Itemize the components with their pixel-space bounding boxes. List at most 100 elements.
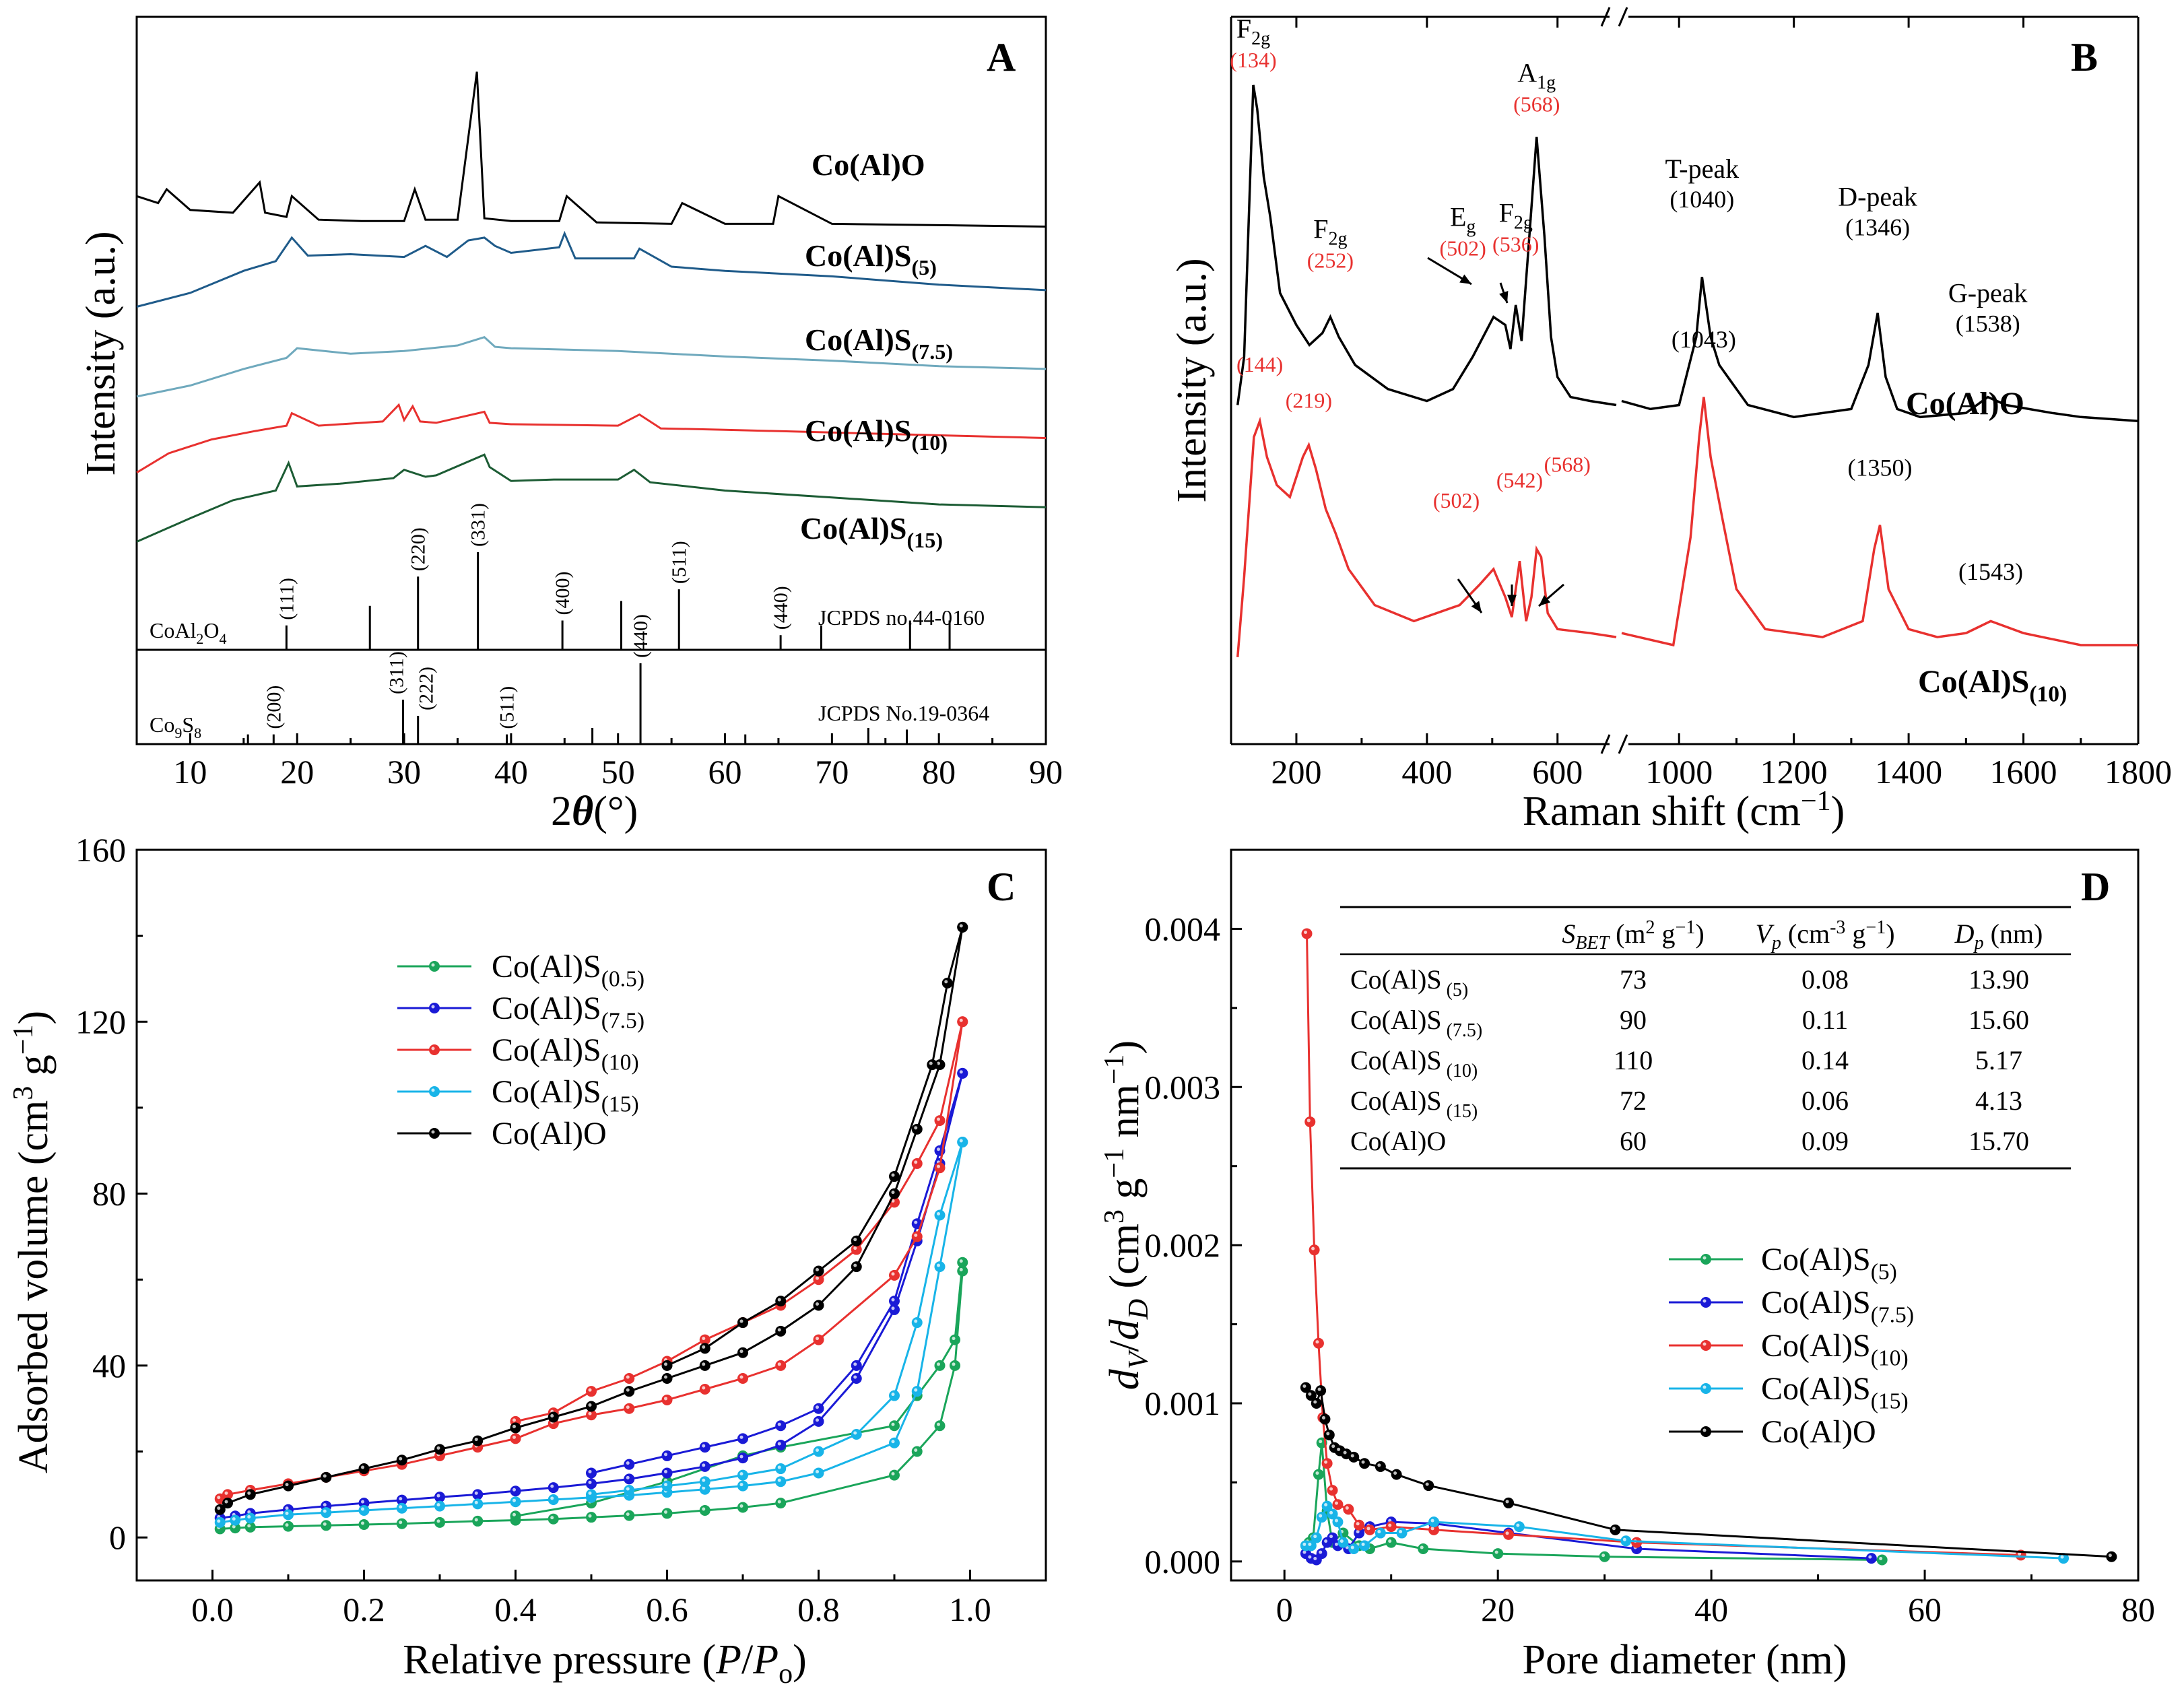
data-point-highlight bbox=[1302, 1542, 1306, 1546]
data-point-highlight bbox=[937, 1362, 940, 1366]
data-point-highlight bbox=[1343, 1450, 1347, 1455]
data-point-highlight bbox=[1622, 1537, 1626, 1541]
data-point-highlight bbox=[959, 1139, 963, 1143]
reference-phase-label: Co9S8 bbox=[150, 712, 201, 741]
panel-letter: C bbox=[987, 865, 1016, 909]
arrow-head bbox=[1507, 595, 1517, 606]
data-point bbox=[1700, 1340, 1711, 1351]
data-point bbox=[1364, 1524, 1376, 1535]
data-point bbox=[699, 1442, 710, 1453]
peak-value-label: (219) bbox=[1286, 388, 1332, 412]
data-point-highlight bbox=[1329, 1510, 1333, 1514]
data-point bbox=[775, 1325, 787, 1337]
data-point-highlight bbox=[891, 1272, 895, 1276]
data-point-highlight bbox=[232, 1525, 236, 1529]
data-point bbox=[889, 1296, 900, 1307]
data-point-highlight bbox=[1331, 1444, 1335, 1448]
hkl-label: (511) bbox=[668, 541, 690, 584]
data-point-highlight bbox=[323, 1522, 327, 1526]
data-point bbox=[283, 1521, 294, 1532]
data-point bbox=[548, 1513, 559, 1525]
data-point-highlight bbox=[664, 1375, 667, 1379]
x-tick-label: 1.0 bbox=[949, 1591, 991, 1628]
data-point-highlight bbox=[1350, 1545, 1354, 1549]
data-point bbox=[1620, 1535, 1632, 1547]
data-point-highlight bbox=[474, 1518, 478, 1522]
data-point-highlight bbox=[361, 1500, 364, 1504]
data-point-highlight bbox=[512, 1512, 516, 1516]
data-point-highlight bbox=[512, 1424, 516, 1428]
data-point-highlight bbox=[929, 1061, 933, 1065]
data-point bbox=[699, 1461, 710, 1472]
data-point bbox=[396, 1502, 407, 1514]
data-point bbox=[1321, 1458, 1333, 1469]
data-point bbox=[358, 1504, 370, 1516]
data-point bbox=[429, 1086, 440, 1097]
data-point bbox=[510, 1510, 521, 1522]
data-point-highlight bbox=[1313, 1556, 1317, 1560]
data-point-highlight bbox=[323, 1509, 327, 1513]
data-point-highlight bbox=[474, 1500, 478, 1504]
series-line bbox=[1621, 277, 2139, 422]
data-point-highlight bbox=[853, 1362, 857, 1366]
data-point-highlight bbox=[1306, 1118, 1311, 1123]
data-point bbox=[889, 1437, 900, 1448]
data-point bbox=[1700, 1254, 1711, 1265]
data-point bbox=[699, 1476, 710, 1488]
y-tick-label: 160 bbox=[75, 831, 126, 869]
data-point-highlight bbox=[702, 1386, 706, 1390]
data-point bbox=[1375, 1461, 1386, 1472]
data-point-highlight bbox=[853, 1246, 857, 1250]
table-cell: 0.06 bbox=[1801, 1086, 1849, 1116]
data-point bbox=[775, 1420, 787, 1432]
data-point-highlight bbox=[1505, 1500, 1509, 1504]
x-tick-label: 0.2 bbox=[343, 1591, 385, 1628]
data-point-highlight bbox=[626, 1512, 630, 1516]
x-tick-label: 10 bbox=[173, 753, 207, 791]
x-tick-label: 1000 bbox=[1645, 753, 1713, 791]
data-point-highlight bbox=[914, 1448, 918, 1452]
data-point-highlight bbox=[1612, 1527, 1616, 1531]
data-point bbox=[510, 1496, 521, 1508]
data-point-highlight bbox=[588, 1514, 592, 1518]
data-point bbox=[813, 1300, 824, 1311]
data-point bbox=[1313, 1469, 1324, 1480]
data-point-highlight bbox=[474, 1438, 478, 1442]
data-point bbox=[699, 1383, 710, 1395]
peak-value-label: (536) bbox=[1492, 232, 1539, 257]
data-point bbox=[957, 1257, 968, 1268]
x-tick-label: 60 bbox=[1908, 1591, 1942, 1628]
x-tick-label: 50 bbox=[601, 753, 635, 791]
desorption-line bbox=[666, 927, 964, 1367]
data-point-highlight bbox=[1516, 1523, 1520, 1527]
table-header: Dp (nm) bbox=[1954, 919, 2043, 954]
table-row-label: Co(Al)S (15) bbox=[1350, 1086, 1478, 1122]
data-point bbox=[775, 1296, 787, 1307]
data-point bbox=[934, 1162, 946, 1174]
plot-frame bbox=[135, 15, 1047, 745]
data-point-highlight bbox=[702, 1337, 706, 1341]
panel-c: 0.0 0.2 0.4 0.6 0.8 1.0 0 40 80 120 160 Co(Al)S(0.5… bbox=[8, 831, 1047, 1690]
data-point bbox=[586, 1489, 597, 1500]
data-point bbox=[851, 1261, 862, 1273]
data-point bbox=[1359, 1458, 1370, 1469]
data-point bbox=[813, 1334, 824, 1345]
data-point-highlight bbox=[436, 1494, 440, 1498]
data-point bbox=[1876, 1554, 1888, 1566]
data-point bbox=[1700, 1297, 1711, 1308]
legend-label: Co(Al)S(15) bbox=[1761, 1371, 1909, 1413]
data-point bbox=[889, 1420, 900, 1432]
data-point bbox=[358, 1463, 370, 1475]
data-point bbox=[813, 1265, 824, 1277]
data-point bbox=[737, 1373, 748, 1384]
data-point-highlight bbox=[739, 1375, 743, 1379]
data-point bbox=[957, 1137, 968, 1147]
data-point bbox=[586, 1401, 597, 1412]
data-point-highlight bbox=[702, 1507, 706, 1511]
table-row-label: Co(Al)O bbox=[1350, 1126, 1446, 1156]
table-cell: 90 bbox=[1620, 1005, 1647, 1035]
series-line bbox=[1304, 1387, 2112, 1558]
data-point bbox=[889, 1269, 900, 1281]
data-point bbox=[1316, 1548, 1327, 1560]
data-point-highlight bbox=[959, 1267, 963, 1271]
